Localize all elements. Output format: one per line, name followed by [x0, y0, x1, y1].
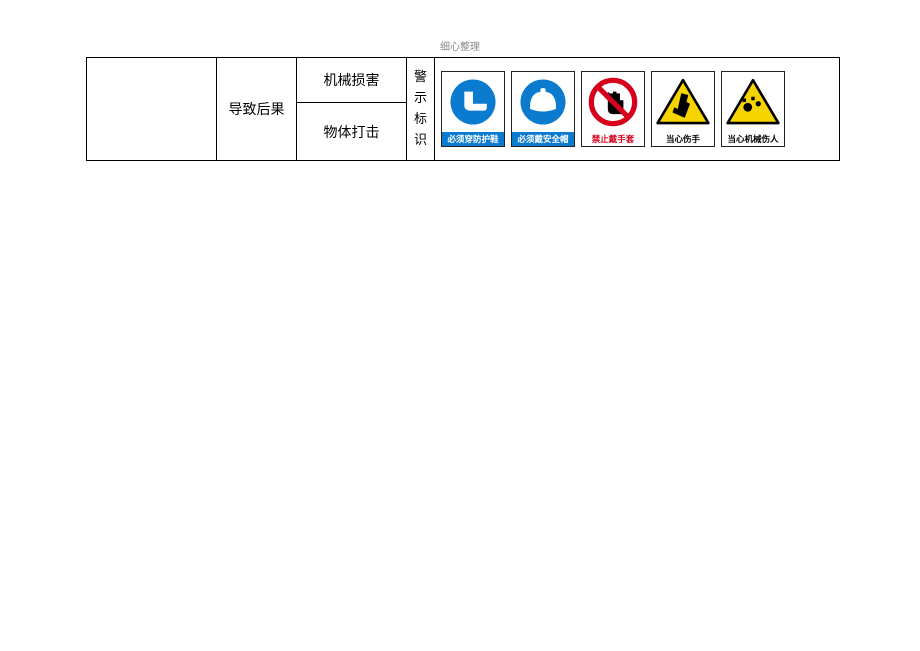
- prohibit-gloves-icon: [582, 72, 644, 132]
- safety-table: 导致后果 机械损害 警 示 标 识 必须穿防护鞋 必须戴安全帽 禁止戴手套 当心…: [86, 57, 840, 161]
- vlabel-char-1: 示: [407, 88, 434, 109]
- sign-prohibit-gloves: 禁止戴手套: [581, 71, 645, 147]
- blank-cell: [87, 58, 217, 161]
- vertical-label-cell: 警 示 标 识: [407, 58, 435, 161]
- vlabel-char-0: 警: [407, 67, 434, 88]
- hazard-row-1: 机械损害: [297, 58, 407, 103]
- warn-machine-caption: 当心机械伤人: [722, 132, 784, 147]
- cause-label-cell: 导致后果: [217, 58, 297, 161]
- sign-mandatory-helmet: 必须戴安全帽: [511, 71, 575, 147]
- mandatory-helmet-caption: 必须戴安全帽: [512, 132, 574, 147]
- mandatory-helmet-icon: [512, 72, 574, 132]
- warn-hand-caption: 当心伤手: [652, 132, 714, 147]
- signs-cell: 必须穿防护鞋 必须戴安全帽 禁止戴手套 当心伤手 当心机械伤人: [435, 58, 840, 161]
- hazard-row-2: 物体打击: [297, 103, 407, 161]
- vlabel-char-3: 识: [407, 130, 434, 151]
- warn-machine-icon: [722, 72, 784, 132]
- sign-warn-hand: 当心伤手: [651, 71, 715, 147]
- page-header: 细心整理: [0, 0, 920, 57]
- prohibit-gloves-caption: 禁止戴手套: [582, 132, 644, 147]
- mandatory-shoes-icon: [442, 72, 504, 132]
- sign-mandatory-shoes: 必须穿防护鞋: [441, 71, 505, 147]
- vlabel-char-2: 标: [407, 109, 434, 130]
- warn-hand-icon: [652, 72, 714, 132]
- sign-warn-machine: 当心机械伤人: [721, 71, 785, 147]
- mandatory-shoes-caption: 必须穿防护鞋: [442, 132, 504, 147]
